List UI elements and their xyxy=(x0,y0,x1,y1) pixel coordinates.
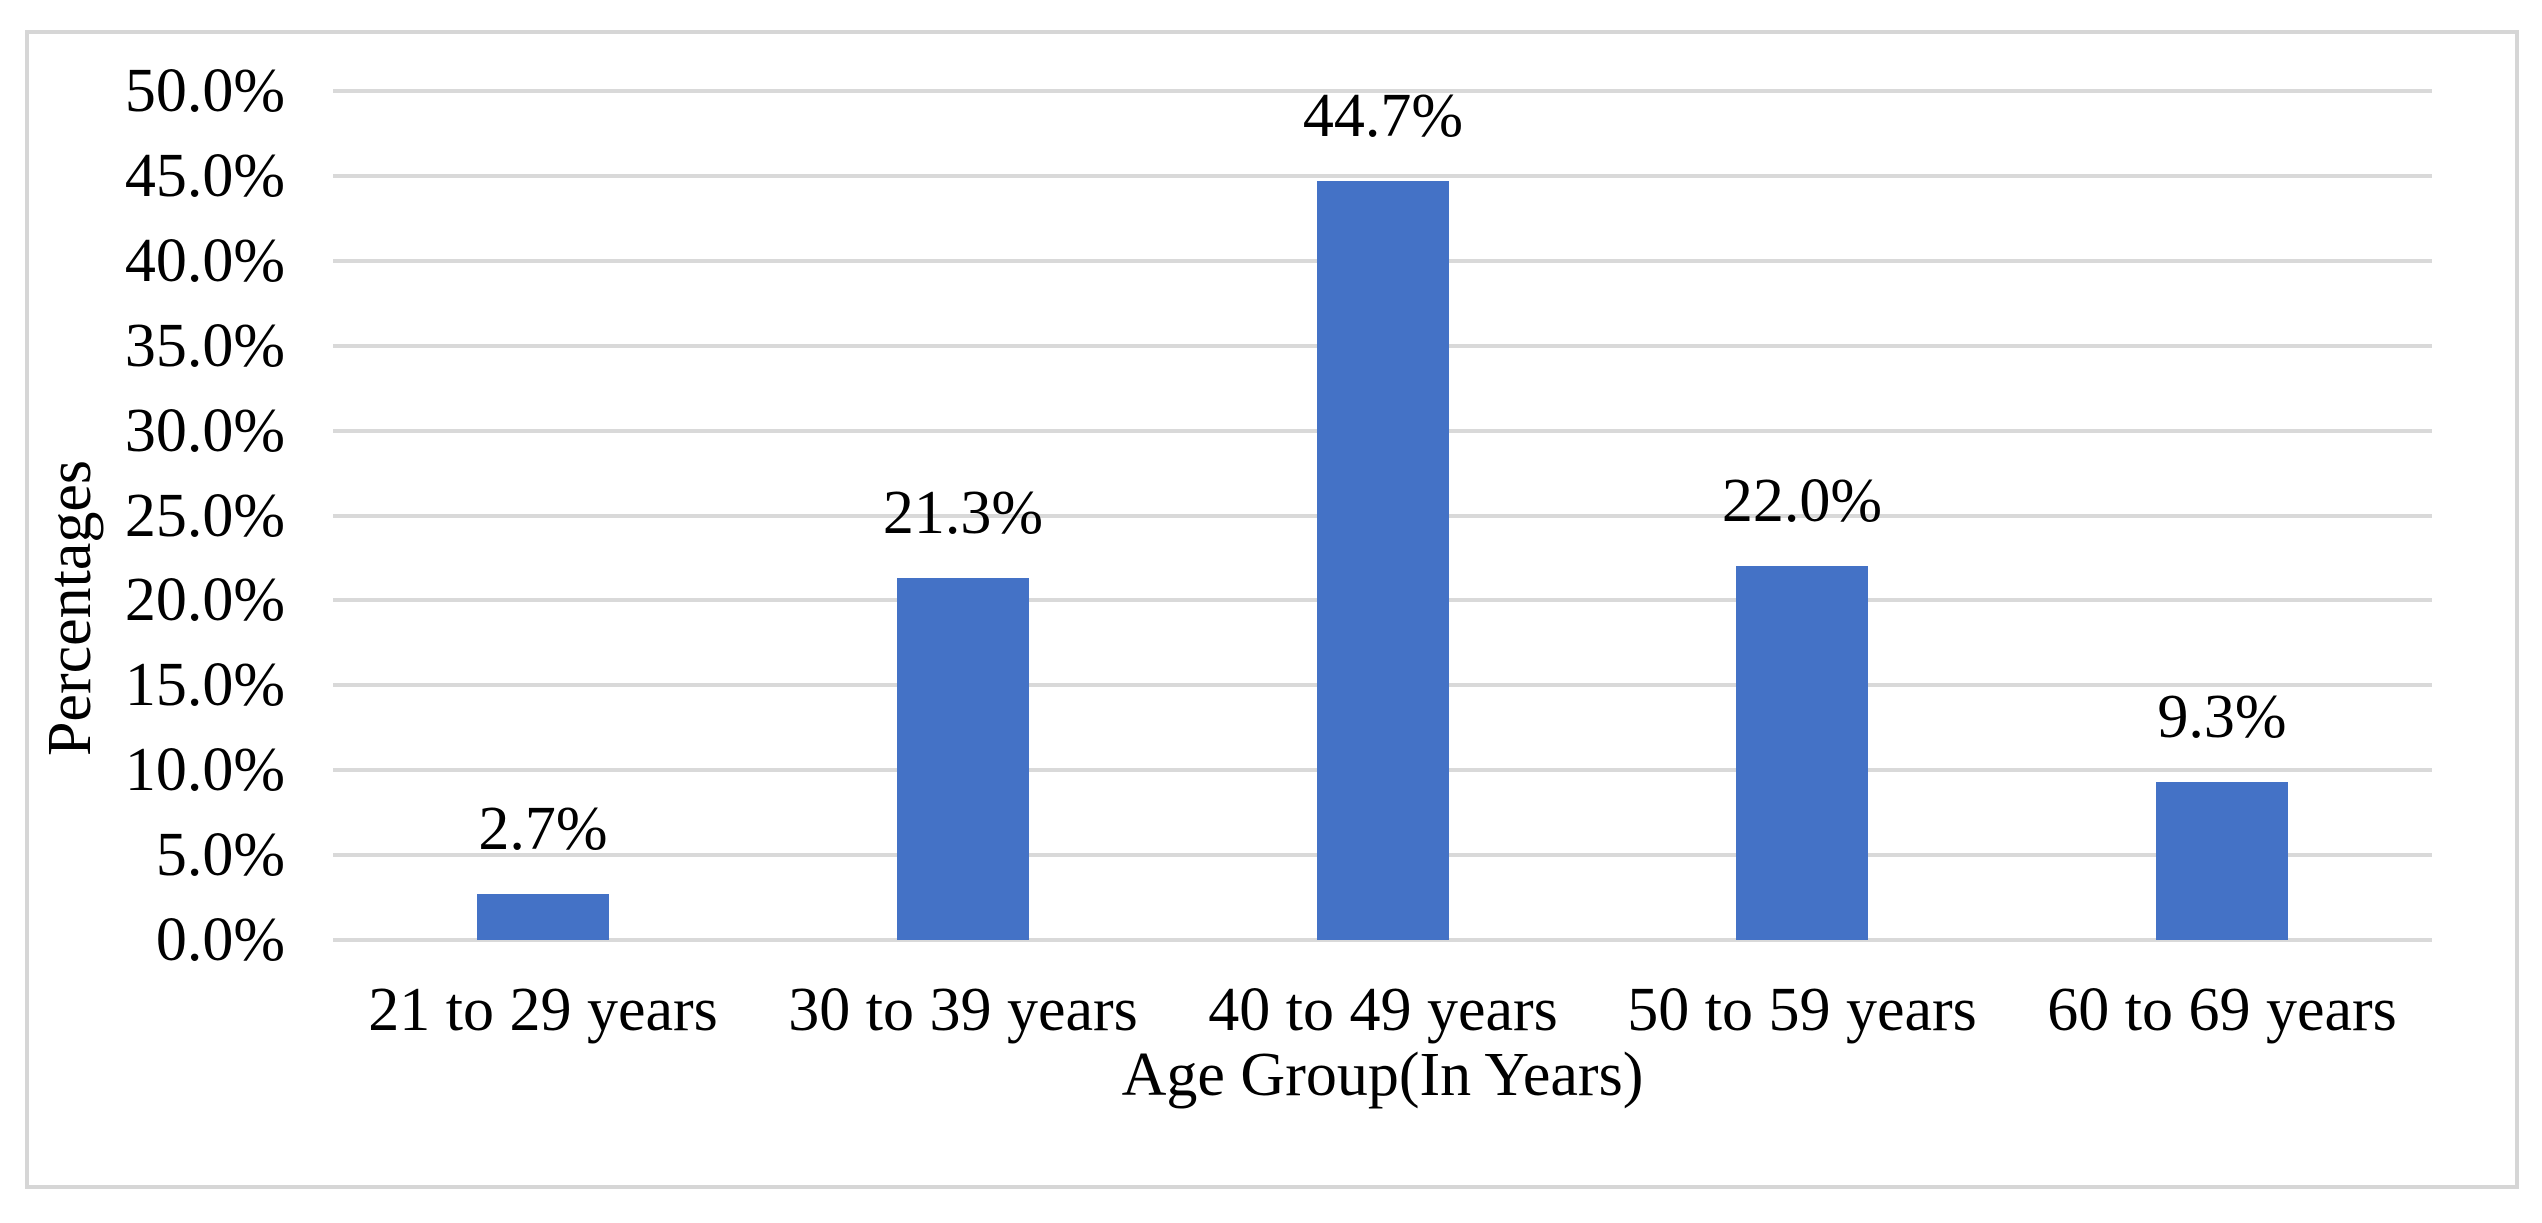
bar xyxy=(897,578,1029,940)
y-tick-label: 15.0% xyxy=(124,651,285,720)
x-tick-label: 21 to 29 years xyxy=(368,976,718,1044)
x-tick-label: 30 to 39 years xyxy=(788,976,1138,1044)
gridline xyxy=(333,173,2432,178)
bar-value-label: 22.0% xyxy=(1721,467,1883,535)
x-tick-label: 60 to 69 years xyxy=(2047,976,2397,1044)
bar xyxy=(1317,181,1449,940)
gridline xyxy=(333,89,2432,93)
y-tick-label: 45.0% xyxy=(124,141,285,210)
bar-value-label: 2.7% xyxy=(478,795,608,863)
y-tick-label: 50.0% xyxy=(124,57,285,125)
x-tick-label: 40 to 49 years xyxy=(1208,976,1558,1044)
y-tick-label: 5.0% xyxy=(155,821,285,890)
chart-frame xyxy=(25,30,2519,1189)
y-axis-title: Percentages xyxy=(36,459,104,757)
bar-value-label: 21.3% xyxy=(882,479,1044,547)
bar xyxy=(2156,782,2288,940)
y-tick-label: 25.0% xyxy=(124,481,285,550)
y-tick-label: 30.0% xyxy=(124,396,285,465)
x-axis-title: Age Group(In Years) xyxy=(1121,1041,1644,1109)
y-tick-label: 20.0% xyxy=(124,566,285,635)
bar xyxy=(1736,566,1868,940)
y-tick-label: 10.0% xyxy=(124,736,285,805)
bar-value-label: 44.7% xyxy=(1302,82,1464,150)
bar-value-label: 9.3% xyxy=(2157,683,2287,751)
bar xyxy=(477,894,609,940)
y-tick-label: 35.0% xyxy=(124,311,285,380)
x-tick-label: 50 to 59 years xyxy=(1627,976,1977,1044)
gridline xyxy=(333,938,2432,942)
y-tick-label: 0.0% xyxy=(155,906,285,974)
y-tick-label: 40.0% xyxy=(124,226,285,295)
